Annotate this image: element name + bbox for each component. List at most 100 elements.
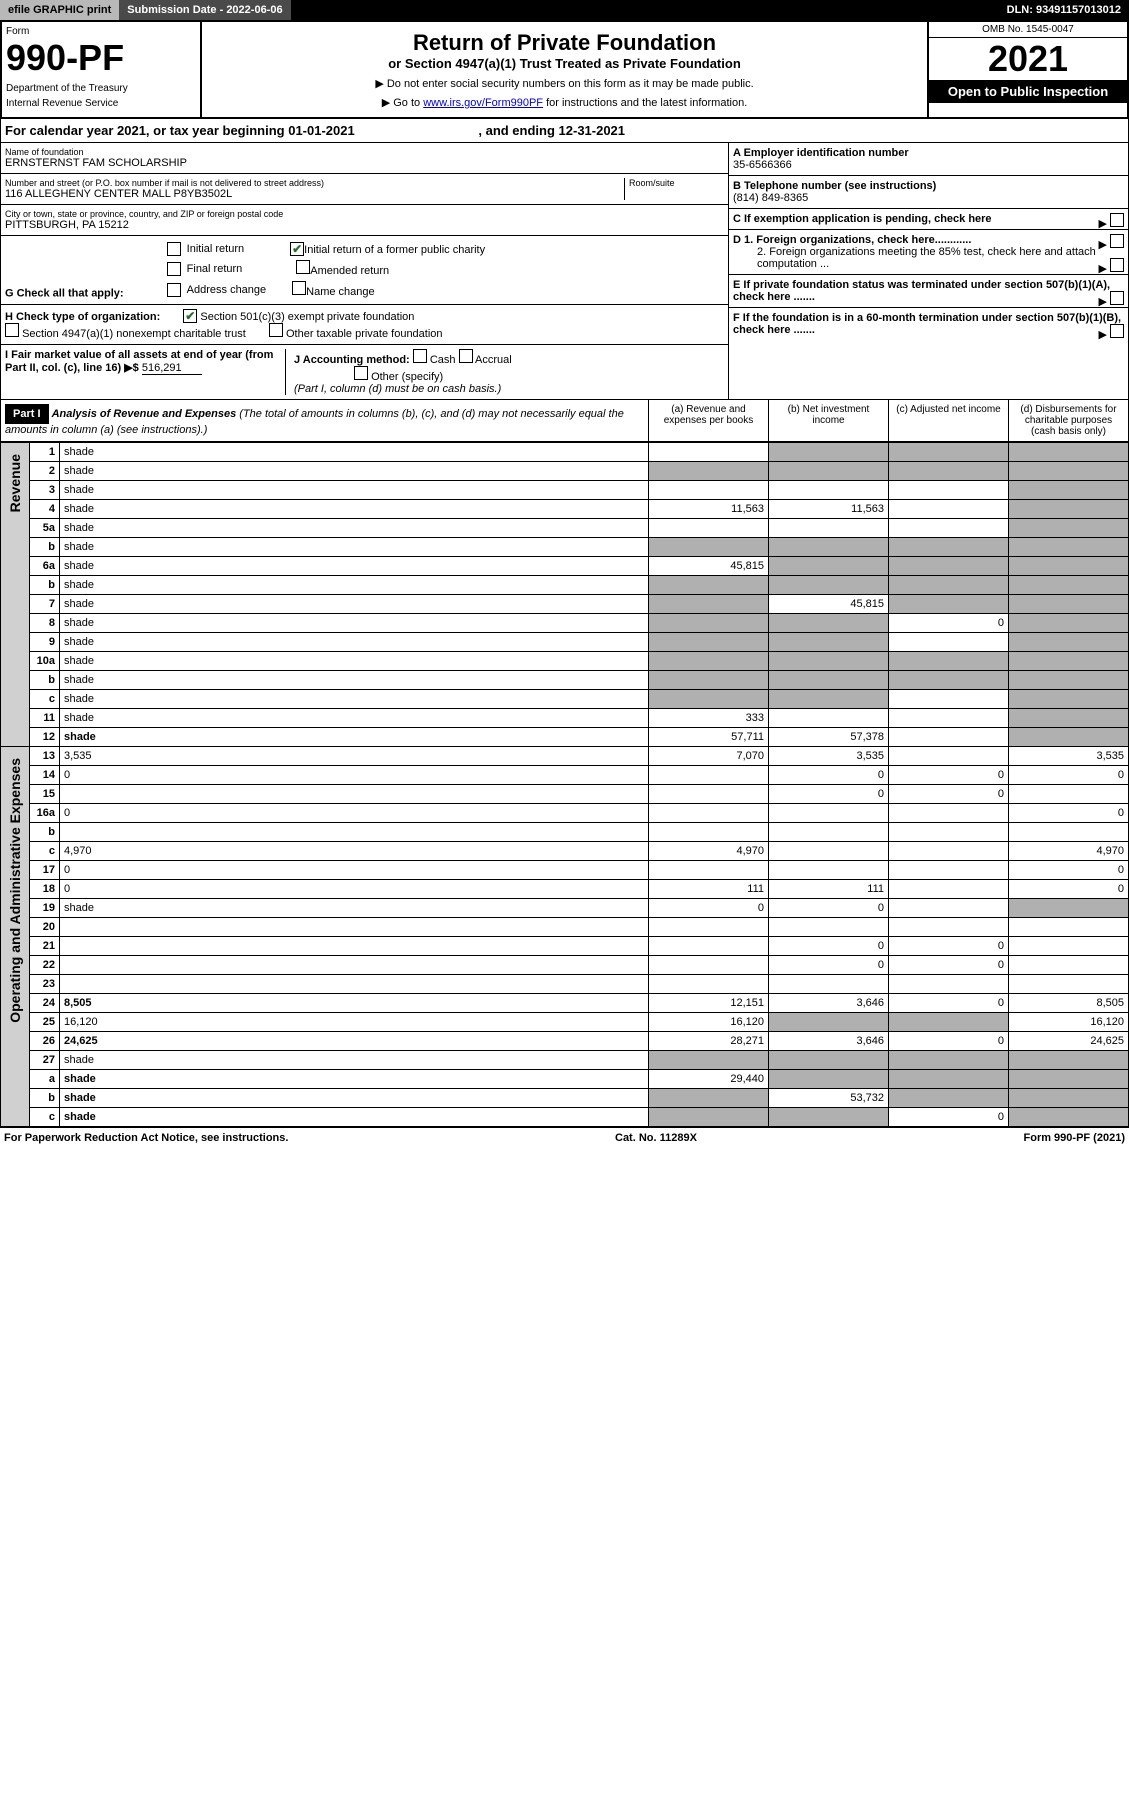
cell-d: 16,120 xyxy=(1009,1013,1129,1032)
cell-c xyxy=(889,576,1009,595)
cell-d xyxy=(1009,538,1129,557)
j-other: Other (specify) xyxy=(371,371,443,383)
part1-title: Analysis of Revenue and Expenses xyxy=(52,408,237,420)
note2-post: for instructions and the latest informat… xyxy=(543,97,747,109)
fmv-value: 516,291 xyxy=(142,362,202,375)
f-checkbox[interactable] xyxy=(1110,324,1124,338)
cell-d xyxy=(1009,633,1129,652)
line-description: 8,505 xyxy=(60,994,649,1013)
room-label: Room/suite xyxy=(629,178,724,188)
line-number: 3 xyxy=(30,481,60,500)
table-row: b xyxy=(1,823,1129,842)
501c3-checkbox[interactable] xyxy=(183,309,197,323)
c-checkbox[interactable] xyxy=(1110,213,1124,227)
table-row: 1500 xyxy=(1,785,1129,804)
e-checkbox[interactable] xyxy=(1110,291,1124,305)
note-ssn: ▶ Do not enter social security numbers o… xyxy=(210,77,919,90)
cash-checkbox[interactable] xyxy=(413,349,427,363)
cell-c xyxy=(889,481,1009,500)
line-description: shade xyxy=(60,595,649,614)
address-change-checkbox[interactable] xyxy=(167,283,181,297)
line-number: b xyxy=(30,671,60,690)
line-number: 6a xyxy=(30,557,60,576)
table-row: c4,9704,9704,970 xyxy=(1,842,1129,861)
opex-label: Operating and Administrative Expenses xyxy=(1,747,30,1127)
table-row: cshade xyxy=(1,690,1129,709)
cell-d xyxy=(1009,785,1129,804)
form-subtitle: or Section 4947(a)(1) Trust Treated as P… xyxy=(210,56,919,71)
cell-b: 11,563 xyxy=(769,500,889,519)
c-label: C If exemption application is pending, c… xyxy=(733,213,992,225)
table-row: Operating and Administrative Expenses133… xyxy=(1,747,1129,766)
line-number: b xyxy=(30,1089,60,1108)
cell-b: 0 xyxy=(769,899,889,918)
initial-return-checkbox[interactable] xyxy=(167,242,181,256)
cell-b xyxy=(769,1051,889,1070)
irs-label: Internal Revenue Service xyxy=(6,98,196,109)
line-number: b xyxy=(30,576,60,595)
line-number: c xyxy=(30,842,60,861)
cell-c xyxy=(889,652,1009,671)
line-description: shade xyxy=(60,652,649,671)
table-row: cshade0 xyxy=(1,1108,1129,1127)
cell-b xyxy=(769,1013,889,1032)
form-header: Form 990-PF Department of the Treasury I… xyxy=(0,20,1129,119)
ein-value: 35-6566366 xyxy=(733,159,1124,171)
cell-b: 111 xyxy=(769,880,889,899)
line-number: 15 xyxy=(30,785,60,804)
amended-checkbox[interactable] xyxy=(296,260,310,274)
addr-label: Number and street (or P.O. box number if… xyxy=(5,178,624,188)
cell-d: 0 xyxy=(1009,861,1129,880)
street-address: 116 ALLEGHENY CENTER MALL P8YB3502L xyxy=(5,188,624,200)
cell-d xyxy=(1009,728,1129,747)
line-description: 0 xyxy=(60,880,649,899)
cell-d: 3,535 xyxy=(1009,747,1129,766)
cell-a xyxy=(649,956,769,975)
table-row: 248,50512,1513,64608,505 xyxy=(1,994,1129,1013)
d1-label: D 1. Foreign organizations, check here..… xyxy=(733,234,971,246)
cell-d xyxy=(1009,671,1129,690)
cell-c xyxy=(889,538,1009,557)
cell-d xyxy=(1009,690,1129,709)
cell-c xyxy=(889,1070,1009,1089)
irs-link[interactable]: www.irs.gov/Form990PF xyxy=(423,97,543,109)
cell-b: 0 xyxy=(769,937,889,956)
h-opt-3: Other taxable private foundation xyxy=(286,328,443,340)
other-taxable-checkbox[interactable] xyxy=(269,323,283,337)
city-state-zip: PITTSBURGH, PA 15212 xyxy=(5,219,724,231)
table-row: bshade xyxy=(1,671,1129,690)
page-footer: For Paperwork Reduction Act Notice, see … xyxy=(0,1127,1129,1148)
accrual-checkbox[interactable] xyxy=(459,349,473,363)
name-change-checkbox[interactable] xyxy=(292,281,306,295)
city-label: City or town, state or province, country… xyxy=(5,209,724,219)
cell-b xyxy=(769,538,889,557)
d1-checkbox[interactable] xyxy=(1110,234,1124,248)
f-label: F If the foundation is in a 60-month ter… xyxy=(733,312,1121,336)
efile-label[interactable]: efile GRAPHIC print xyxy=(0,0,119,20)
4947-checkbox[interactable] xyxy=(5,323,19,337)
line-number: c xyxy=(30,690,60,709)
cell-a xyxy=(649,614,769,633)
e-label: E If private foundation status was termi… xyxy=(733,279,1110,303)
ein-label: A Employer identification number xyxy=(733,147,1124,159)
g-opt-2: Final return xyxy=(187,263,243,275)
g-opt-0: Initial return xyxy=(187,243,244,255)
cell-c xyxy=(889,804,1009,823)
line-number: 2 xyxy=(30,462,60,481)
d2-checkbox[interactable] xyxy=(1110,258,1124,272)
other-method-checkbox[interactable] xyxy=(354,366,368,380)
cell-c xyxy=(889,500,1009,519)
table-row: 2516,12016,12016,120 xyxy=(1,1013,1129,1032)
h-opt-1: Section 501(c)(3) exempt private foundat… xyxy=(200,311,414,323)
j-note: (Part I, column (d) must be on cash basi… xyxy=(294,383,501,395)
final-return-checkbox[interactable] xyxy=(167,262,181,276)
cell-b xyxy=(769,557,889,576)
initial-former-checkbox[interactable] xyxy=(290,242,304,256)
cell-d xyxy=(1009,576,1129,595)
col-a-header: (a) Revenue and expenses per books xyxy=(648,400,768,441)
cell-a xyxy=(649,462,769,481)
cell-a xyxy=(649,576,769,595)
h-label: H Check type of organization: xyxy=(5,311,160,323)
cell-c xyxy=(889,1089,1009,1108)
cell-b xyxy=(769,842,889,861)
